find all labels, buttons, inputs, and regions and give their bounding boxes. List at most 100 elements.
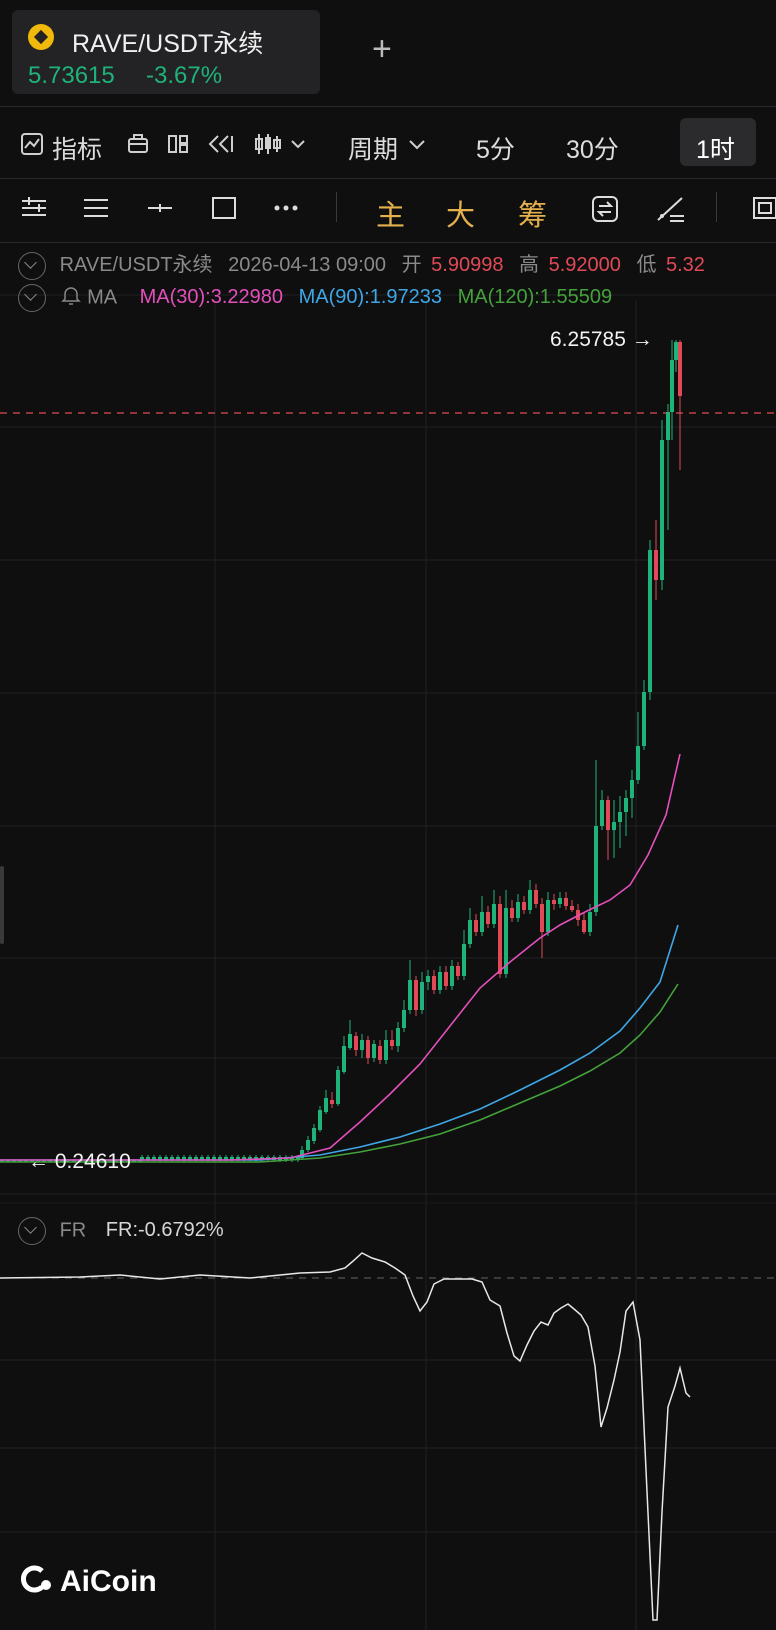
candle-body (600, 800, 604, 826)
ma-info: MA MA(30):3.22980 MA(90):1.97233 MA(120)… (18, 284, 612, 312)
divider (0, 242, 776, 243)
swap-icon[interactable] (590, 194, 620, 231)
candle-body (372, 1044, 376, 1058)
main-force-button[interactable]: 主 (376, 200, 406, 232)
settings-sliders-icon[interactable] (20, 194, 48, 229)
candle-body (194, 1157, 198, 1160)
candle-body (486, 912, 490, 924)
candle-body (390, 1040, 394, 1046)
candle-body (384, 1040, 388, 1060)
candle-body (570, 906, 574, 910)
candle-body (360, 1040, 364, 1050)
candle-body (218, 1157, 222, 1160)
indicators-button[interactable]: 指标 (52, 136, 103, 164)
candle-body (438, 972, 442, 990)
chevron-down-icon (406, 132, 428, 163)
lines-icon[interactable] (82, 194, 110, 229)
candle-body (152, 1157, 156, 1160)
candle-body (200, 1157, 204, 1160)
candlestick-type-icon[interactable] (254, 132, 308, 163)
symbol-tab[interactable]: RAVE/USDT永续 5.73615 -3.67% (12, 10, 320, 94)
candle-body (594, 826, 598, 912)
candle-body (206, 1157, 210, 1160)
candle-body (582, 920, 586, 932)
open-value: 5.90998 (431, 254, 504, 276)
candle-body (242, 1157, 246, 1160)
candle-body (540, 904, 544, 932)
layout-icon[interactable] (166, 132, 190, 163)
collapse-icon[interactable] (18, 284, 46, 312)
candle-body (140, 1157, 144, 1160)
candle-body (330, 1100, 334, 1104)
low-price-marker: ← 0.24610 (28, 1150, 131, 1173)
open-label: 开 (401, 254, 422, 276)
bell-icon[interactable] (60, 284, 82, 312)
toolbar-separator (716, 192, 717, 222)
candle-body (224, 1157, 228, 1160)
candle-body (468, 920, 472, 944)
high-value: 5.92000 (548, 254, 621, 276)
candle-body (402, 1010, 406, 1028)
candle-body (642, 692, 646, 746)
candle-body (674, 342, 678, 360)
fr-info: FR FR:-0.6792% (18, 1217, 224, 1245)
candle-body (336, 1070, 340, 1104)
candle-body (300, 1150, 304, 1158)
collapse-icon[interactable] (18, 251, 46, 280)
period-dropdown[interactable]: 周期 (348, 136, 399, 164)
candle-body (618, 812, 622, 822)
rewind-icon[interactable] (206, 132, 234, 163)
symbol-title: RAVE/USDT永续 (72, 30, 264, 58)
candle-body (510, 908, 514, 918)
funding-rate-line (0, 1252, 691, 1621)
candle-body (306, 1140, 310, 1150)
candle-body (522, 902, 526, 910)
horizontal-line-icon[interactable] (146, 194, 174, 229)
candle-body (660, 440, 664, 580)
fr-label: FR (59, 1219, 87, 1242)
collapse-icon[interactable] (18, 1217, 46, 1245)
overlay-window-icon[interactable] (752, 194, 776, 231)
fr-value: FR:-0.6792% (105, 1219, 224, 1242)
candle-body (666, 412, 670, 440)
toolbar-separator (336, 192, 337, 222)
active-interval-highlight (680, 118, 756, 166)
candle-body (164, 1157, 168, 1160)
candle-body (236, 1157, 240, 1160)
interval-30m[interactable]: 30分 (566, 136, 619, 164)
briefcase-icon[interactable] (126, 132, 150, 163)
candle-body (624, 798, 628, 812)
divider (0, 178, 776, 179)
ma-label: MA (87, 286, 117, 309)
interval-1h[interactable]: 1时 (696, 136, 735, 164)
add-tab-button[interactable]: + (372, 30, 392, 68)
high-label: 高 (519, 254, 540, 276)
candle-body (348, 1034, 352, 1048)
rectangle-icon[interactable] (210, 194, 238, 229)
candle-body (504, 908, 508, 974)
large-order-button[interactable]: 大 (446, 200, 476, 232)
ohlc-symbol: RAVE/USDT永续 (59, 254, 213, 276)
candle-body (290, 1157, 294, 1160)
ohlc-info: RAVE/USDT永续 2026-04-13 09:00 开 5.90998 高… (18, 248, 705, 280)
drawing-toolbar: 主 大 筹 (0, 188, 776, 238)
interval-5m[interactable]: 5分 (476, 136, 515, 164)
candle-body (230, 1157, 234, 1160)
side-drawer-handle[interactable] (0, 866, 4, 944)
candle-body (534, 890, 538, 904)
candle-body (318, 1110, 322, 1130)
candle-body (420, 982, 424, 1010)
candle-body (564, 898, 568, 906)
indicator-icon[interactable] (20, 132, 44, 163)
candle-body (480, 912, 484, 932)
ma90-value: MA(90):1.97233 (298, 286, 442, 309)
candle-body (456, 966, 460, 976)
candle-body (492, 904, 496, 924)
more-icon[interactable] (272, 194, 300, 229)
chip-distribution-button[interactable]: 筹 (518, 200, 548, 232)
last-price: 5.73615 (28, 62, 115, 89)
candle-body (546, 900, 550, 932)
candle-body (176, 1157, 180, 1160)
trend-line-icon[interactable] (654, 194, 686, 231)
